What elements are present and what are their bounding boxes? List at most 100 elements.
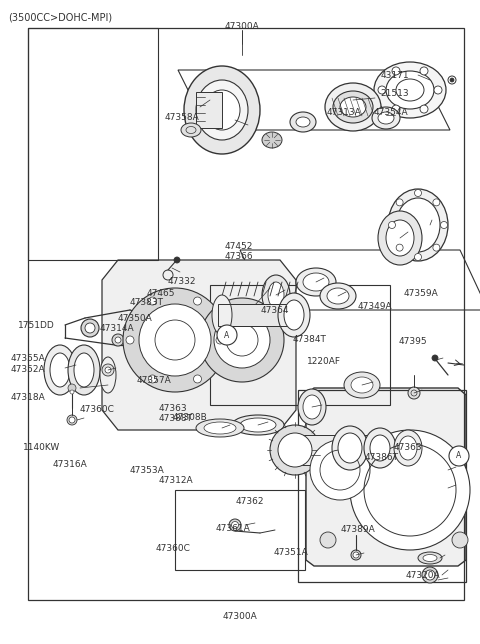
Ellipse shape	[303, 273, 329, 291]
Circle shape	[69, 417, 75, 423]
Circle shape	[68, 384, 76, 392]
Text: 47366: 47366	[224, 252, 253, 261]
Circle shape	[229, 519, 241, 531]
Text: 1220AF: 1220AF	[307, 357, 341, 366]
Ellipse shape	[344, 372, 380, 398]
Polygon shape	[306, 388, 466, 566]
Text: 47384T: 47384T	[293, 335, 327, 344]
Circle shape	[351, 550, 361, 560]
Bar	[298, 390, 466, 582]
Ellipse shape	[204, 422, 236, 434]
Text: 1751DD: 1751DD	[18, 321, 55, 330]
Circle shape	[123, 288, 227, 392]
Ellipse shape	[296, 117, 310, 127]
Ellipse shape	[327, 288, 349, 304]
Ellipse shape	[298, 389, 326, 425]
Text: 43171: 43171	[381, 71, 409, 80]
Circle shape	[415, 254, 421, 261]
Ellipse shape	[196, 419, 244, 437]
Ellipse shape	[68, 345, 100, 395]
Text: 47349A: 47349A	[358, 302, 392, 311]
Ellipse shape	[278, 293, 310, 337]
Ellipse shape	[372, 107, 400, 129]
Ellipse shape	[232, 415, 284, 435]
Ellipse shape	[340, 97, 366, 117]
Circle shape	[85, 323, 95, 333]
Ellipse shape	[184, 66, 260, 154]
Ellipse shape	[50, 353, 70, 387]
Ellipse shape	[388, 189, 448, 261]
Circle shape	[320, 532, 336, 548]
Ellipse shape	[386, 71, 434, 109]
Text: 47362: 47362	[235, 497, 264, 506]
Circle shape	[174, 257, 180, 263]
Text: 47465: 47465	[147, 289, 175, 298]
Ellipse shape	[290, 112, 316, 132]
Circle shape	[216, 336, 224, 344]
Circle shape	[353, 552, 359, 558]
Circle shape	[452, 532, 468, 548]
Ellipse shape	[303, 395, 321, 419]
Ellipse shape	[296, 268, 336, 296]
Bar	[218, 304, 288, 326]
Ellipse shape	[333, 91, 373, 123]
Circle shape	[81, 319, 99, 337]
Text: 47300A: 47300A	[223, 612, 257, 621]
Bar	[28, 28, 158, 260]
Circle shape	[115, 337, 121, 343]
Circle shape	[441, 222, 447, 229]
Circle shape	[231, 522, 239, 529]
Text: 47320A: 47320A	[406, 571, 440, 580]
Ellipse shape	[74, 353, 94, 387]
Text: 47353A: 47353A	[130, 466, 164, 475]
Circle shape	[396, 199, 403, 206]
Text: 47312A: 47312A	[158, 476, 193, 485]
Circle shape	[450, 78, 454, 82]
Ellipse shape	[394, 430, 422, 466]
Ellipse shape	[262, 275, 290, 315]
Text: 47352A: 47352A	[11, 365, 45, 374]
Text: 47318A: 47318A	[11, 393, 45, 402]
Text: 47350A: 47350A	[118, 314, 152, 323]
Circle shape	[148, 375, 156, 383]
Circle shape	[214, 312, 270, 368]
Text: 47355A: 47355A	[11, 354, 45, 363]
Ellipse shape	[423, 554, 437, 562]
Circle shape	[102, 364, 114, 376]
Circle shape	[193, 297, 202, 305]
Text: 47359A: 47359A	[403, 289, 438, 298]
Ellipse shape	[378, 112, 394, 124]
Ellipse shape	[378, 211, 422, 265]
Ellipse shape	[196, 80, 248, 140]
Ellipse shape	[240, 418, 276, 432]
Bar	[296, 435, 376, 465]
Text: 47395: 47395	[398, 337, 427, 346]
Circle shape	[112, 334, 124, 346]
Ellipse shape	[370, 435, 390, 461]
Circle shape	[278, 433, 312, 467]
Text: A: A	[224, 330, 229, 339]
Ellipse shape	[338, 433, 362, 463]
Ellipse shape	[430, 458, 466, 482]
Circle shape	[392, 105, 400, 113]
Text: 47360C: 47360C	[156, 544, 191, 553]
Ellipse shape	[100, 357, 116, 393]
Ellipse shape	[437, 480, 459, 495]
Text: A: A	[456, 451, 462, 460]
Ellipse shape	[351, 377, 373, 393]
Ellipse shape	[396, 198, 440, 252]
Circle shape	[433, 199, 440, 206]
Ellipse shape	[374, 62, 446, 118]
Ellipse shape	[268, 282, 284, 308]
Circle shape	[422, 567, 438, 583]
Circle shape	[137, 321, 146, 330]
Text: 47308B: 47308B	[173, 413, 207, 422]
Text: 47332: 47332	[168, 277, 196, 286]
Circle shape	[392, 67, 400, 75]
Circle shape	[134, 317, 150, 333]
Text: 47363: 47363	[158, 404, 187, 413]
Text: 21513: 21513	[381, 89, 409, 98]
Circle shape	[396, 244, 403, 251]
Ellipse shape	[325, 83, 381, 131]
Circle shape	[105, 367, 111, 373]
